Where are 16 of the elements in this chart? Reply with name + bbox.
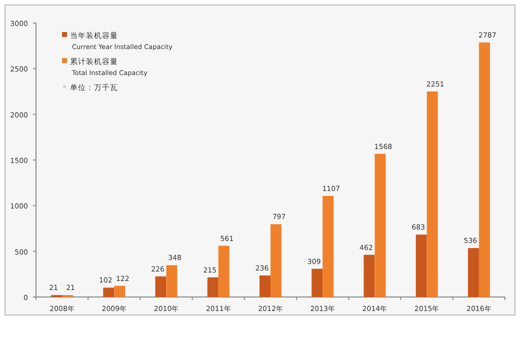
bar bbox=[322, 196, 334, 297]
bar bbox=[374, 154, 386, 297]
bar bbox=[103, 288, 114, 297]
bar bbox=[218, 246, 230, 297]
bar bbox=[260, 275, 270, 297]
bar bbox=[207, 277, 218, 297]
bar bbox=[478, 42, 490, 297]
bar bbox=[312, 268, 323, 297]
bar bbox=[426, 91, 438, 297]
bar bbox=[416, 234, 427, 297]
bar bbox=[155, 276, 166, 297]
bar bbox=[364, 254, 375, 297]
bar bbox=[166, 265, 178, 297]
bar bbox=[270, 224, 282, 297]
bar bbox=[114, 286, 126, 297]
bar bbox=[468, 248, 479, 297]
